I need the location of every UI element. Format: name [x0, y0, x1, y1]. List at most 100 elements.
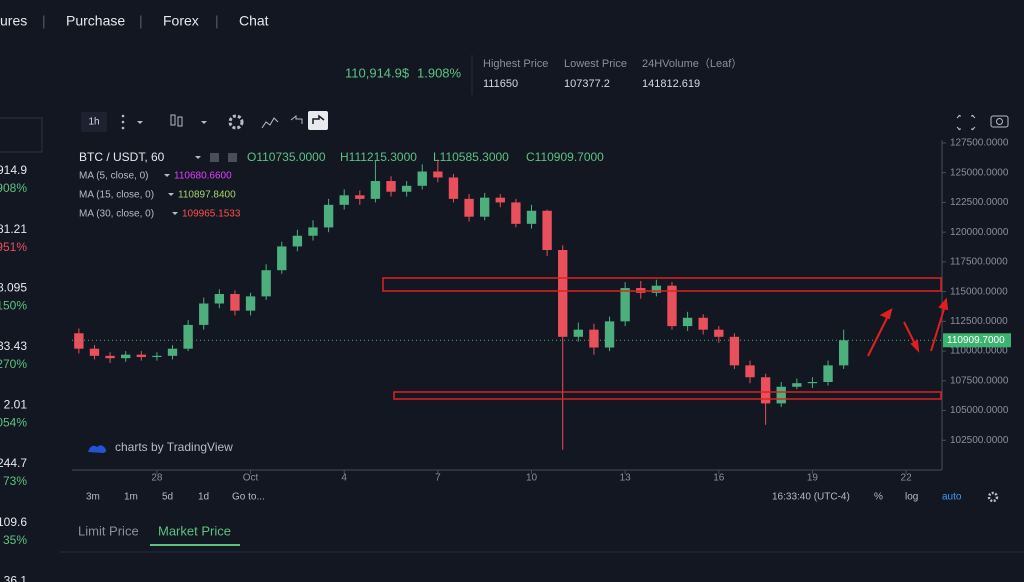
candle-body	[417, 171, 427, 186]
auto-toggle[interactable]: auto	[942, 492, 962, 503]
support-box	[393, 391, 942, 400]
side-list: 914.9 908% 81.21 951% 8.095 150% 33.43 270% 2.01…	[0, 163, 27, 582]
candle-body	[355, 195, 365, 199]
settings-icon[interactable]	[228, 114, 244, 130]
interval-button[interactable]	[81, 112, 107, 132]
settings-icon[interactable]	[987, 491, 999, 503]
separator: |	[42, 13, 46, 29]
tab-active[interactable]: Market Price	[158, 523, 231, 538]
candle-body	[386, 181, 396, 192]
y-tick-label: 107500.0000	[950, 375, 1009, 386]
last-price-tag	[943, 333, 1011, 348]
candle-body	[682, 317, 693, 327]
chart: 102500.0000 105000.0000 107500.0000 110000.…	[72, 138, 1011, 484]
tab[interactable]: Limit Price	[78, 523, 139, 538]
candle-body	[105, 355, 115, 359]
stat-label: 24HVolume（Leaf）	[642, 57, 742, 70]
arrow-head	[938, 297, 949, 311]
dropdown	[164, 174, 170, 177]
candle-body	[573, 329, 584, 337]
ma-label: MA (5, close, 0)	[79, 171, 148, 182]
search-box[interactable]	[0, 117, 43, 153]
candle-body	[74, 333, 84, 349]
candle-body	[792, 383, 802, 387]
camera-lens	[996, 118, 1003, 125]
candle-body	[604, 321, 615, 348]
dropdown[interactable]	[201, 121, 207, 124]
y-tick-label: 102500.0000	[950, 435, 1009, 446]
side-price: 8.095	[0, 280, 27, 294]
dropdown	[172, 212, 178, 215]
side-price: 244.7	[0, 456, 27, 470]
y-tick-label: 112500.0000	[950, 316, 1008, 327]
arrow-head	[910, 339, 920, 353]
candle-icon[interactable]	[170, 114, 176, 126]
fullscreen-icon[interactable]	[956, 114, 976, 131]
undo-icon[interactable]	[290, 114, 303, 124]
candle-body	[370, 181, 381, 199]
dropdown[interactable]	[195, 156, 201, 159]
candle-body	[760, 377, 771, 404]
candle-body	[89, 348, 100, 356]
range[interactable]: 1d	[198, 492, 209, 503]
side-change: 73%	[3, 474, 27, 488]
ohlc-open: O110735.0000	[247, 150, 326, 164]
side-price: 36.1	[4, 573, 28, 582]
stat-label: Lowest Price	[564, 58, 627, 70]
candle-body	[542, 210, 552, 250]
redo-button[interactable]	[308, 111, 328, 130]
x-tick-label: 13	[620, 473, 632, 484]
x-tick-label: 22	[901, 473, 913, 484]
side-change: 150%	[0, 298, 27, 312]
candle-body	[714, 329, 724, 337]
candle-body	[199, 303, 209, 325]
candle-body	[323, 204, 334, 228]
y-tick-label: 122500.0000	[950, 197, 1009, 208]
camera-icon[interactable]	[990, 115, 1009, 128]
percent-toggle[interactable]: %	[874, 492, 883, 503]
candle-body	[667, 285, 677, 327]
side-change: 35%	[3, 533, 27, 547]
dropdown[interactable]	[137, 121, 143, 124]
arrow	[867, 315, 889, 357]
candle-body	[651, 285, 662, 293]
watermark[interactable]: charts by TradingView	[115, 440, 233, 454]
legend-icon[interactable]	[210, 153, 219, 162]
toolbar-icons	[121, 111, 1009, 131]
forecast-arrows	[867, 297, 949, 357]
nav-item[interactable]: Forex	[163, 13, 199, 29]
candle-body	[776, 386, 786, 404]
side-price: 2.01	[4, 398, 28, 412]
range[interactable]: 5d	[162, 492, 173, 503]
nav-item[interactable]: Chat	[239, 13, 269, 29]
nav-item[interactable]: Purchase	[66, 13, 125, 29]
menu-dot[interactable]	[121, 114, 125, 118]
x-tick-label: 10	[526, 473, 538, 484]
ma-legend: MA (5, close, 0) 110680.6600 MA (15, close…	[79, 171, 241, 220]
candle-body	[448, 177, 459, 199]
x-tick-label: 19	[807, 473, 819, 484]
ohlc-high: H111215.3000	[340, 150, 417, 164]
x-tick-label: 4	[341, 473, 347, 484]
log-toggle[interactable]: log	[905, 492, 918, 503]
candle-body	[729, 336, 740, 366]
ma-value: 109965.1533	[182, 209, 241, 220]
range[interactable]: 1m	[124, 492, 138, 503]
goto[interactable]: Go to...	[232, 492, 265, 503]
candle-body	[479, 197, 490, 217]
interval[interactable]: 1h	[88, 117, 99, 128]
clock: 16:33:40 (UTC-4)	[772, 492, 850, 503]
range[interactable]: 3m	[86, 492, 100, 503]
ohlc-low: L110585.3000	[433, 150, 509, 164]
nav-item[interactable]: ures	[0, 13, 27, 29]
legend-icon[interactable]	[228, 153, 237, 162]
candle-body	[558, 250, 568, 337]
arrow-head	[879, 308, 893, 320]
y-tick-label: 115000.0000	[950, 286, 1008, 297]
indicator-icon[interactable]	[261, 117, 279, 129]
candle-body	[230, 294, 240, 311]
ohlc-close: C110909.7000	[526, 150, 604, 164]
symbol[interactable]: BTC / USDT, 60	[79, 150, 165, 164]
x-tick-label: 16	[713, 473, 725, 484]
